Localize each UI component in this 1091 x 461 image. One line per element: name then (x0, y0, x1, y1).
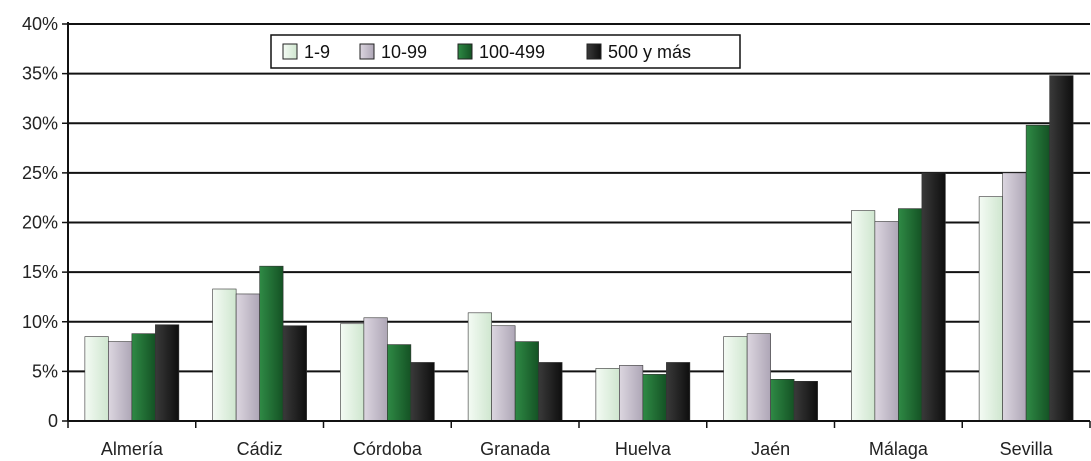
bar-100-499-Huelva (642, 374, 667, 422)
bar-1-9-Cádiz (212, 288, 237, 422)
bar-10-99-Córdoba (363, 317, 388, 422)
x-tick-label: Málaga (869, 439, 929, 459)
bar-500-y-más-Córdoba (410, 362, 435, 422)
bar-10-99-Huelva (619, 365, 644, 422)
bar-500-y-más-Cádiz (282, 325, 307, 422)
y-tick-label: 20% (22, 213, 58, 233)
x-tick-label: Jaén (751, 439, 790, 459)
bar-500-y-más-Málaga (921, 172, 946, 422)
bar-1-9-Málaga (851, 210, 876, 422)
bar-100-499-Cádiz (259, 265, 284, 422)
y-tick-label: 30% (22, 113, 58, 133)
bar-1-9-Almería (84, 336, 109, 422)
legend-label: 10-99 (381, 42, 427, 62)
bar-100-499-Almería (131, 333, 156, 422)
legend-label: 1-9 (304, 42, 330, 62)
bar-100-499-Sevilla (1025, 124, 1050, 422)
legend-label: 500 y más (608, 42, 691, 62)
legend-swatch (457, 43, 473, 60)
bar-500-y-más-Granada (538, 362, 563, 422)
x-tick-label: Huelva (615, 439, 672, 459)
y-tick-label: 35% (22, 64, 58, 84)
y-tick-label: 5% (32, 361, 58, 381)
legend-swatch (282, 43, 298, 60)
legend-label: 100-499 (479, 42, 545, 62)
bar-1-9-Granada (467, 312, 492, 422)
x-tick-label: Sevilla (1000, 439, 1054, 459)
y-tick-label: 15% (22, 262, 58, 282)
bar-500-y-más-Sevilla (1049, 75, 1074, 422)
bar-10-99-Granada (491, 325, 516, 422)
y-axis: 0 5% 10% 15% 20% 25% 30% 35% 40% (22, 14, 69, 431)
y-tick-label: 40% (22, 14, 58, 34)
bar-10-99-Jaén (746, 333, 771, 422)
bars (84, 75, 1074, 422)
bar-10-99-Málaga (874, 221, 899, 422)
bar-1-9-Sevilla (978, 196, 1003, 422)
bar-500-y-más-Jaén (793, 380, 818, 422)
bar-100-499-Córdoba (387, 344, 412, 422)
bar-1-9-Córdoba (340, 323, 365, 422)
bar-500-y-más-Almería (155, 324, 180, 422)
bar-1-9-Jaén (723, 336, 748, 422)
legend-swatch (359, 43, 375, 60)
y-tick-label: 10% (22, 312, 58, 332)
y-tick-label: 25% (22, 163, 58, 183)
bar-10-99-Sevilla (1002, 172, 1027, 422)
x-tick-label: Cádiz (237, 439, 283, 459)
bar-1-9-Huelva (595, 368, 620, 422)
legend: 1-9 10-99 100-499 500 y más (270, 34, 741, 69)
bar-10-99-Almería (108, 341, 133, 422)
x-tick-label: Almería (101, 439, 164, 459)
bar-100-499-Málaga (898, 208, 923, 422)
legend-swatch (586, 43, 602, 60)
bar-500-y-más-Huelva (666, 362, 691, 422)
bar-100-499-Jaén (770, 379, 795, 422)
y-tick-label: 0 (48, 411, 58, 431)
legend-box (270, 34, 741, 69)
x-tick-label: Córdoba (353, 439, 423, 459)
bar-100-499-Granada (514, 341, 539, 422)
x-axis: Almería Cádiz Córdoba Granada Huelva Jaén Mála… (67, 420, 1091, 459)
bar-10-99-Cádiz (235, 293, 260, 422)
x-tick-label: Granada (480, 439, 551, 459)
